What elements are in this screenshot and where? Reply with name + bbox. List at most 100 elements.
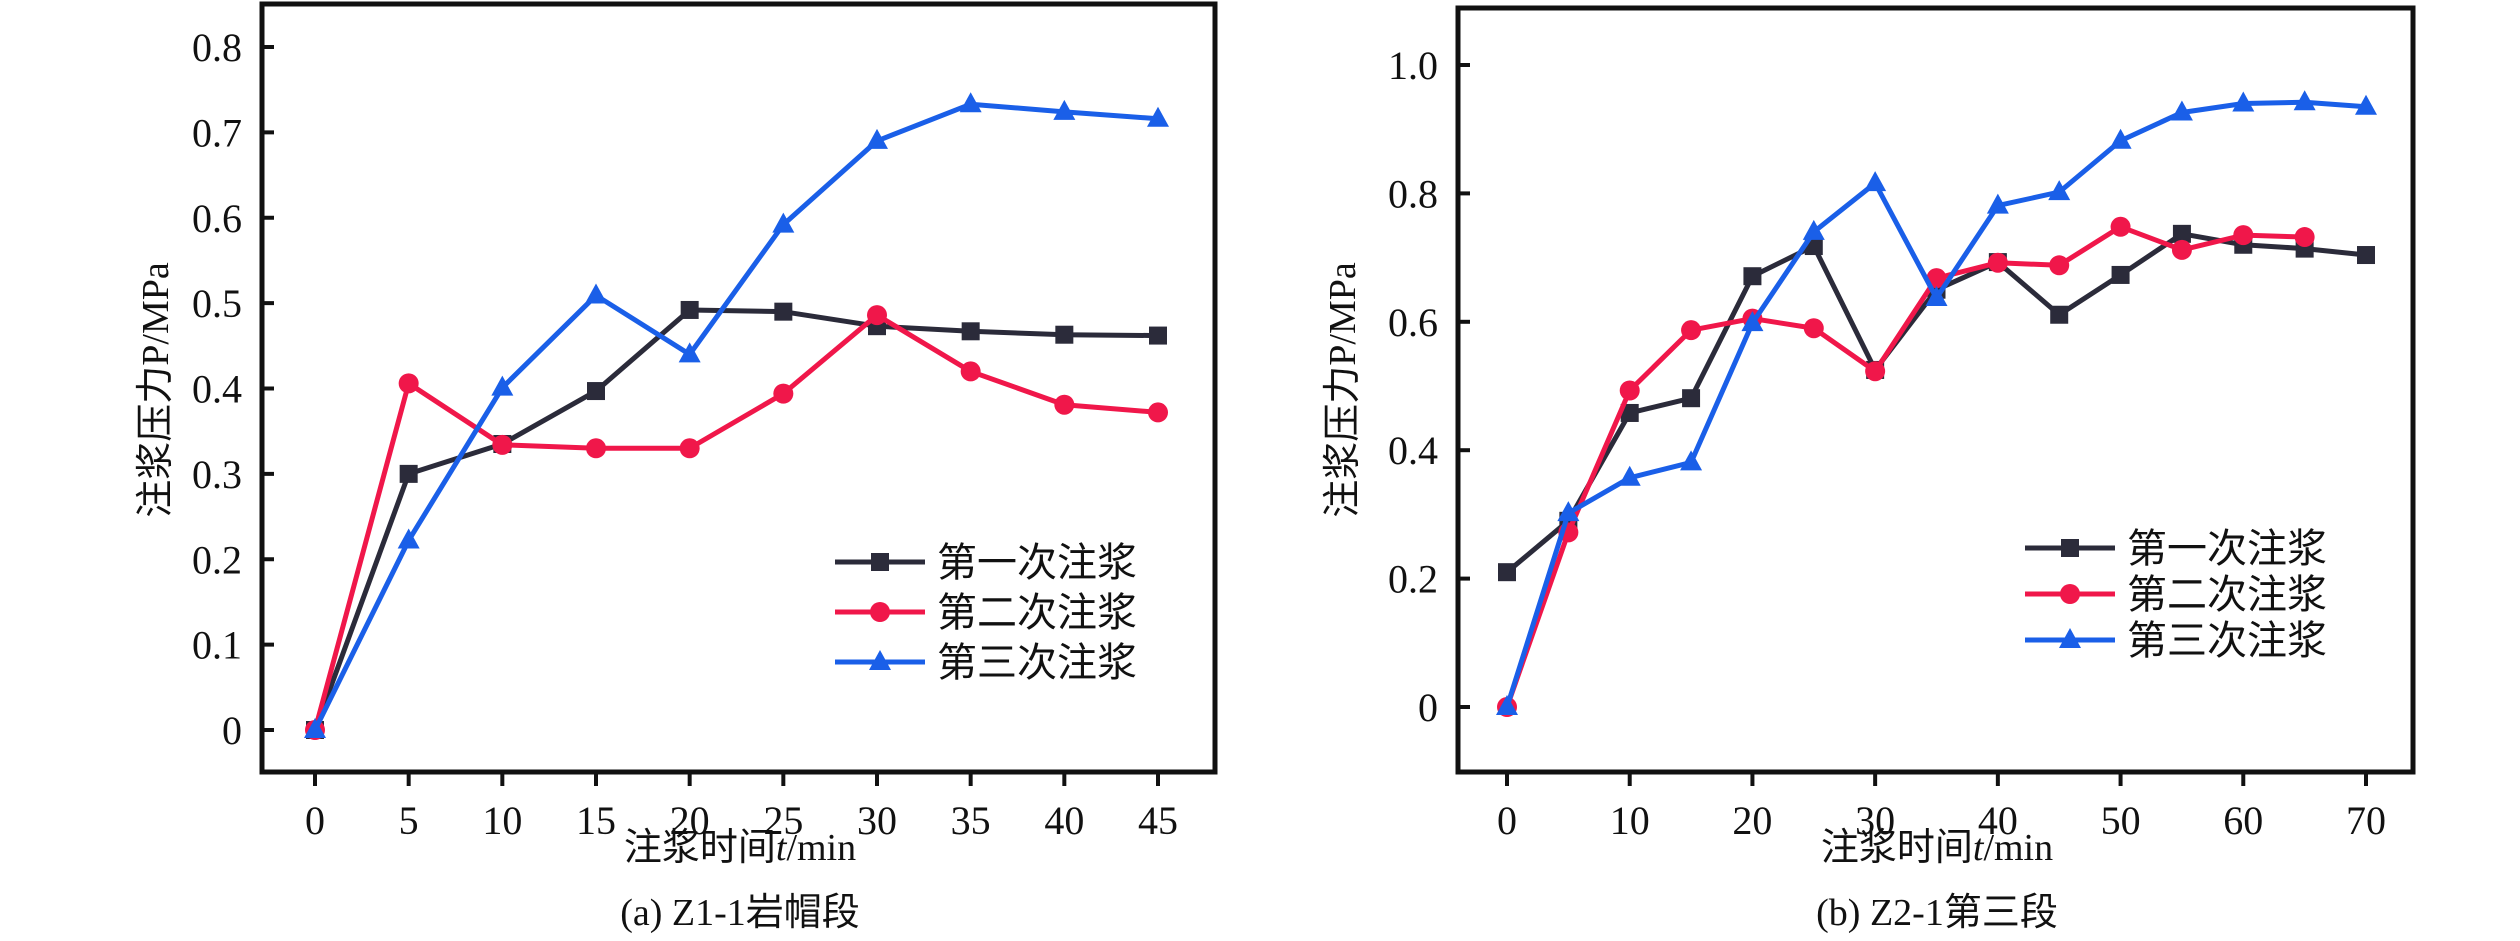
data-point bbox=[1680, 450, 1703, 471]
data-point bbox=[1926, 268, 1947, 289]
data-point bbox=[2109, 128, 2132, 149]
data-point bbox=[1803, 318, 1824, 339]
x-tick-label: 15 bbox=[576, 798, 616, 843]
data-point bbox=[772, 212, 795, 233]
legend-marker bbox=[2059, 628, 2081, 648]
data-point bbox=[867, 305, 887, 326]
y-tick-label: 0.3 bbox=[192, 452, 242, 497]
data-point bbox=[1741, 311, 1764, 332]
data-point bbox=[961, 322, 980, 341]
data-point bbox=[679, 438, 700, 459]
data-point bbox=[1682, 389, 1701, 408]
y-tick-label: 0.5 bbox=[192, 281, 242, 326]
legend-label: 第二次注浆 bbox=[937, 590, 1137, 635]
data-point bbox=[1557, 501, 1580, 522]
data-point bbox=[492, 434, 513, 455]
data-point bbox=[1618, 465, 1641, 486]
data-point bbox=[866, 128, 888, 149]
data-point bbox=[1619, 380, 1640, 401]
data-point bbox=[2232, 91, 2255, 112]
y-tick-label: 0.8 bbox=[1388, 171, 1438, 216]
data-point bbox=[2293, 90, 2316, 111]
x-tick-label: 30 bbox=[1855, 798, 1895, 843]
y-tick-label: 0 bbox=[222, 708, 242, 753]
legend-marker bbox=[2061, 539, 2079, 557]
y-tick-label: 0.4 bbox=[192, 367, 242, 412]
data-point bbox=[1986, 193, 2009, 214]
legend-item: 第三次注浆 bbox=[835, 640, 1137, 685]
data-point bbox=[1498, 563, 1516, 582]
data-point bbox=[1681, 320, 1702, 341]
data-point bbox=[773, 383, 794, 404]
data-point bbox=[585, 283, 607, 304]
y-axis-title: 注浆压力P/MPa bbox=[1322, 262, 1364, 518]
data-point bbox=[1865, 361, 1886, 382]
data-point bbox=[491, 375, 514, 396]
series-line bbox=[312, 307, 1159, 731]
legend-item: 第三次注浆 bbox=[2025, 618, 2327, 663]
x-tick-label: 50 bbox=[2101, 798, 2141, 843]
data-point bbox=[2355, 94, 2377, 115]
series-line bbox=[312, 312, 1159, 731]
y-tick-label: 0.6 bbox=[1388, 300, 1438, 345]
y-tick-label: 0.7 bbox=[192, 110, 242, 155]
data-point bbox=[2110, 216, 2131, 237]
data-point bbox=[2171, 239, 2192, 260]
x-tick-label: 45 bbox=[1138, 798, 1178, 843]
data-point bbox=[960, 361, 981, 382]
data-point bbox=[2357, 246, 2375, 265]
x-axis-title-part: 注浆时间 bbox=[624, 827, 776, 869]
data-point bbox=[1620, 403, 1639, 422]
data-point bbox=[2170, 100, 2193, 121]
data-point bbox=[1987, 252, 2008, 273]
legend-item: 第一次注浆 bbox=[2025, 526, 2327, 571]
data-point bbox=[2294, 227, 2315, 248]
x-tick-label: 40 bbox=[1044, 798, 1084, 843]
x-tick-label: 40 bbox=[1978, 798, 2018, 843]
y-axis-title: 注浆压力P/MPa bbox=[135, 262, 177, 518]
series-2 bbox=[1497, 216, 2315, 717]
data-point bbox=[1148, 402, 1168, 423]
data-point bbox=[2048, 180, 2071, 201]
y-tick-label: 0.2 bbox=[1388, 557, 1438, 602]
panel-caption: (a) Z1-1岩帽段 bbox=[620, 892, 860, 934]
legend-marker bbox=[871, 553, 889, 571]
x-tick-label: 25 bbox=[763, 798, 803, 843]
y-tick-label: 0.1 bbox=[192, 623, 242, 668]
x-tick-label: 20 bbox=[1732, 798, 1772, 843]
data-point bbox=[399, 464, 418, 483]
y-tick-label: 1.0 bbox=[1388, 43, 1438, 88]
legend-label: 第一次注浆 bbox=[2127, 526, 2327, 571]
series-line bbox=[312, 101, 1159, 732]
legend-item: 第一次注浆 bbox=[835, 540, 1137, 585]
x-tick-label: 0 bbox=[305, 798, 325, 843]
data-point bbox=[678, 342, 701, 363]
data-point bbox=[2233, 225, 2254, 246]
data-point bbox=[1802, 219, 1825, 240]
data-point bbox=[1055, 325, 1074, 344]
x-axis-title-part: /min bbox=[1983, 827, 2053, 869]
x-tick-label: 10 bbox=[1610, 798, 1650, 843]
x-tick-label: 30 bbox=[857, 798, 897, 843]
chart-panel-b: 0 0.2 0.4 0.6 0.8 1.0 0 10 20 30 40 50 60 70 注浆压力P/MPa… bbox=[1322, 5, 2416, 934]
y-tick-label: 0.2 bbox=[192, 537, 242, 582]
legend-item: 第二次注浆 bbox=[2025, 572, 2327, 617]
legend-item: 第二次注浆 bbox=[835, 590, 1137, 635]
data-point bbox=[774, 302, 793, 321]
x-axis-title-part: 注浆时间 bbox=[1821, 827, 1973, 869]
data-point bbox=[680, 300, 699, 319]
panel-caption: (b) Z2-1第三段 bbox=[1816, 892, 2058, 934]
data-point bbox=[397, 528, 420, 549]
x-axis-title: 注浆时间t/min bbox=[1821, 827, 2053, 869]
data-point bbox=[304, 718, 326, 738]
data-point bbox=[586, 438, 606, 459]
legend-marker bbox=[2060, 584, 2080, 604]
x-axis-title-part: t bbox=[776, 827, 788, 869]
x-axis-title-part: /min bbox=[786, 827, 856, 869]
x-tick-label: 60 bbox=[2223, 798, 2263, 843]
plot-frame bbox=[1455, 5, 2416, 775]
data-point bbox=[1925, 286, 1948, 307]
